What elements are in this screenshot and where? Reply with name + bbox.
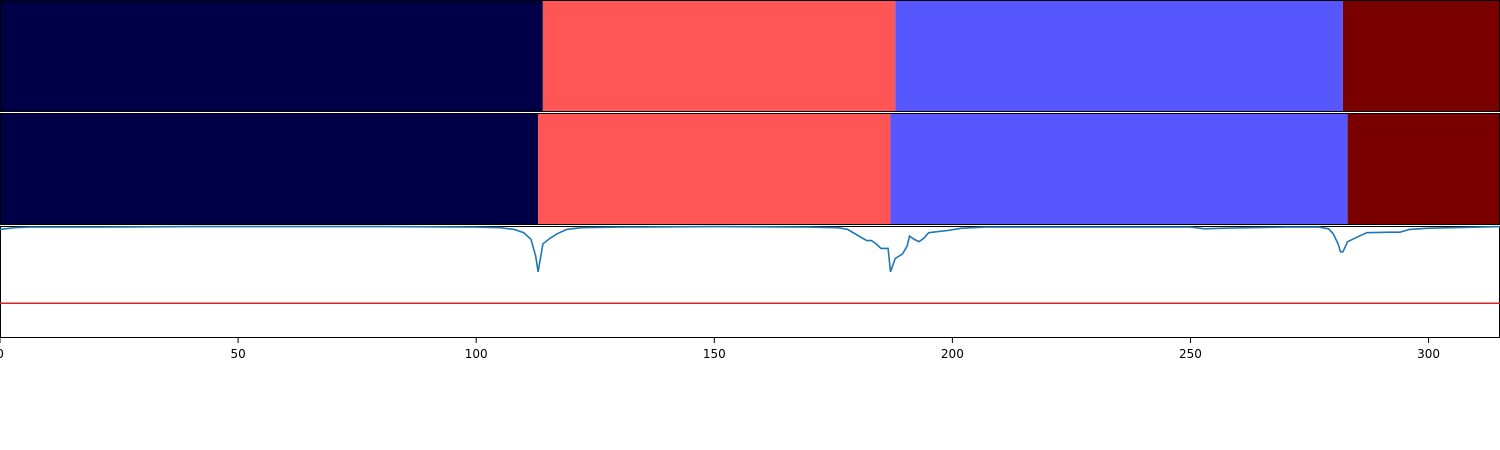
segment-2-3 <box>890 113 1348 225</box>
segment-1-4 <box>1342 0 1500 112</box>
segment-2-4 <box>1347 113 1500 225</box>
segment-row-2 <box>0 113 1500 225</box>
segment-1-1 <box>0 0 543 112</box>
segment-2-2 <box>538 113 891 225</box>
signal-frame <box>0 226 1500 338</box>
segment-2-1 <box>0 113 539 225</box>
x-tick-label: 50 <box>230 347 245 361</box>
x-tick-label: 100 <box>465 347 488 361</box>
signal-line <box>0 225 1500 273</box>
x-tick-label: 300 <box>1417 347 1440 361</box>
x-tick-label: 0 <box>0 347 4 361</box>
segment-1-2 <box>542 0 896 112</box>
x-axis: 0 50 100 150 200 250 300 <box>0 338 1440 361</box>
segment-row-1 <box>0 0 1500 112</box>
x-tick-label: 150 <box>703 347 726 361</box>
segmentation-rows <box>0 0 1500 225</box>
segment-1-3 <box>895 0 1343 112</box>
signal-panel <box>0 225 1500 338</box>
x-tick-label: 200 <box>941 347 964 361</box>
x-tick-label: 250 <box>1179 347 1202 361</box>
